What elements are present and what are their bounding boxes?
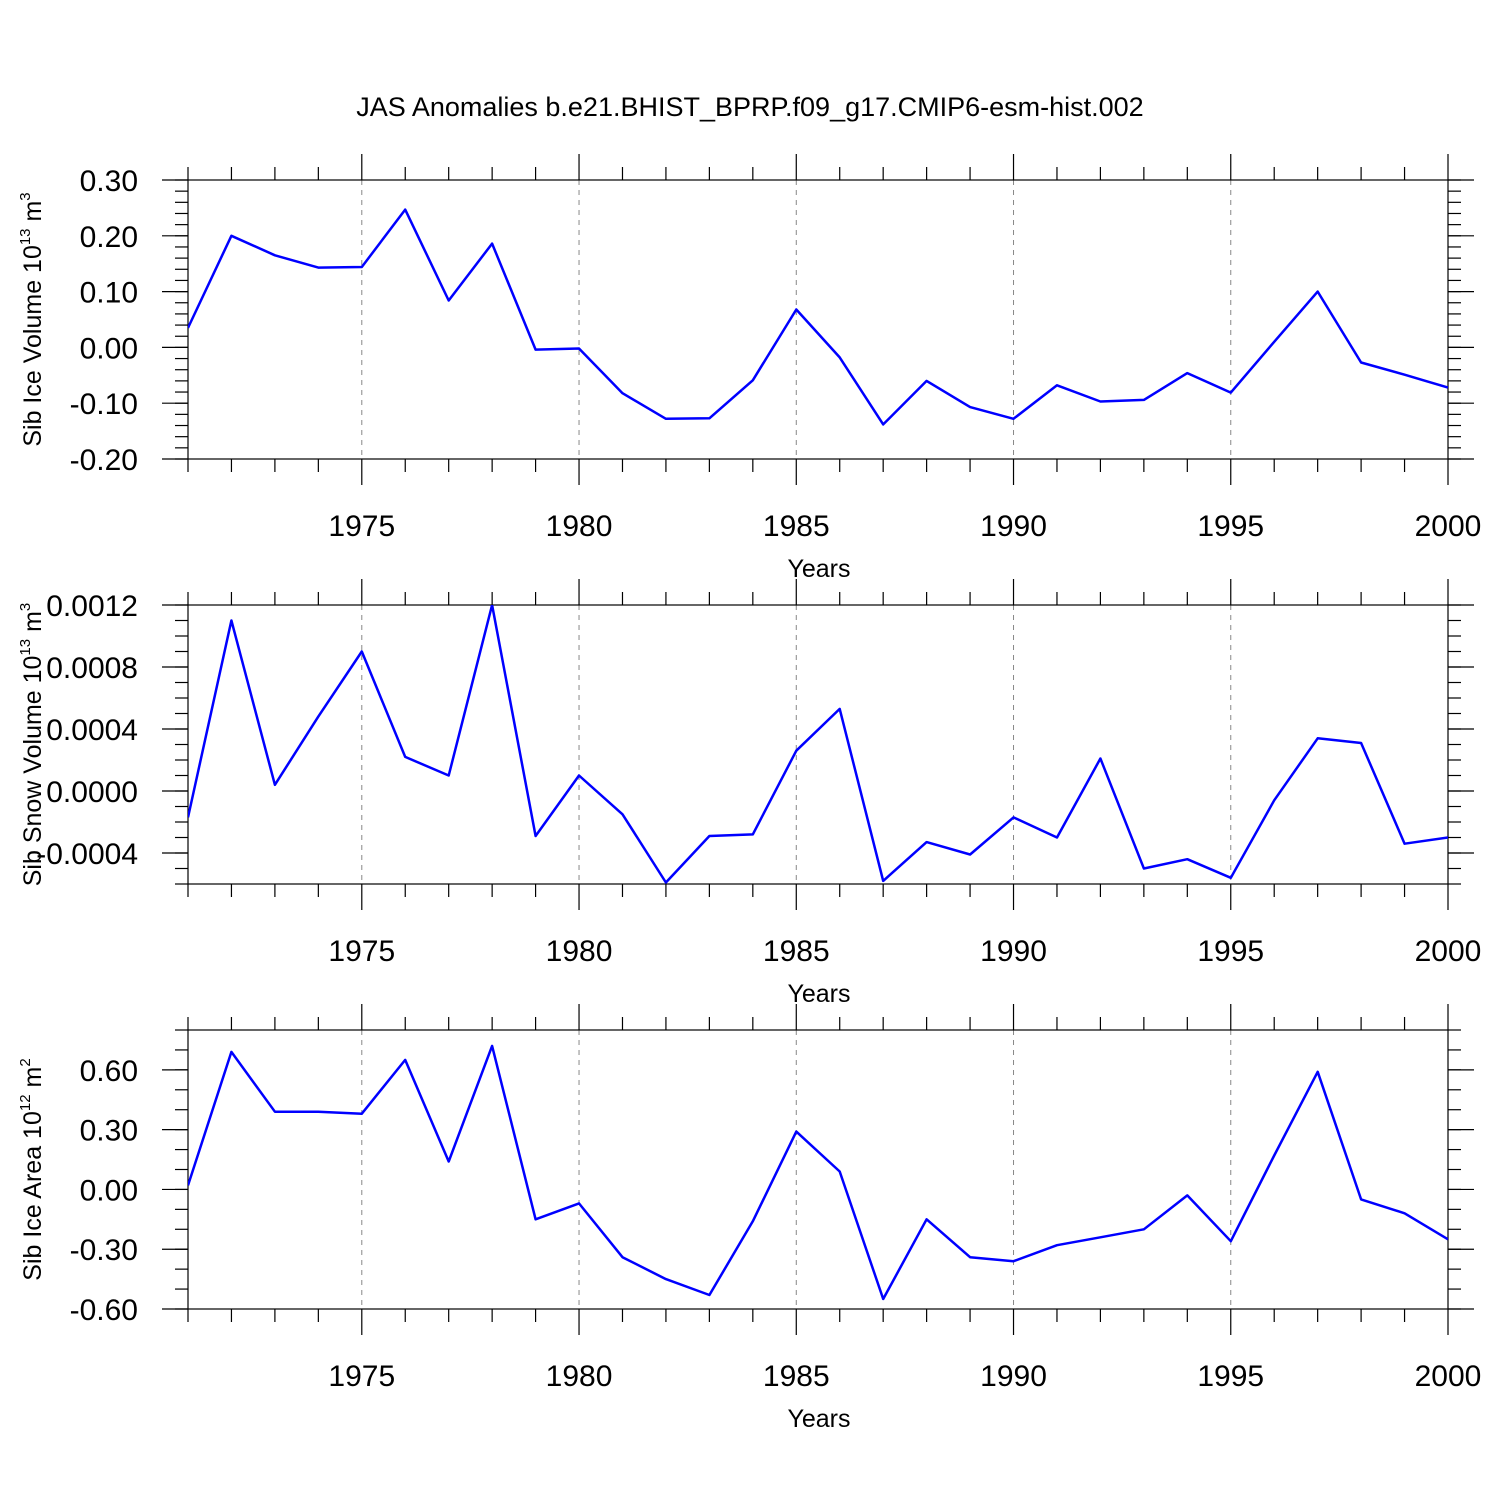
x-tick-label: 1975 — [328, 1360, 395, 1393]
y-tick-label: 0.20 — [80, 221, 138, 254]
chart-title: JAS Anomalies b.e21.BHIST_BPRP.f09_g17.C… — [356, 92, 1143, 122]
y-tick-label: 0.0000 — [46, 776, 138, 809]
series-line — [188, 208, 1448, 426]
y-tick-label: 0.30 — [80, 165, 138, 198]
x-tick-label: 1985 — [763, 1360, 830, 1393]
y-tick-label: 0.0012 — [46, 590, 138, 623]
x-tick-label: 1995 — [1197, 1360, 1264, 1393]
panel-3: 1975 1980 1985 1990 1995 2000 Years -0.60 -0.30 0… — [17, 1004, 1481, 1433]
y-tick-label: 0.60 — [80, 1055, 138, 1088]
x-tick-label: 2000 — [1415, 510, 1482, 543]
y-tick-label: 0.30 — [80, 1115, 138, 1148]
plot-frame — [187, 1029, 1449, 1310]
x-axis-label: Years — [787, 980, 850, 1008]
y-tick-label: -0.20 — [70, 444, 138, 477]
x-tick-label: 1985 — [763, 510, 830, 543]
x-axis-label: Years — [787, 1405, 850, 1433]
y-tick-label: -0.10 — [70, 388, 138, 421]
y-axis-label: Sib Ice Volume 1013 m3 — [17, 192, 47, 446]
y-tick-label: 0.0004 — [46, 714, 138, 747]
x-tick-label: 1980 — [546, 935, 613, 968]
x-tick-label: 1975 — [328, 935, 395, 968]
x-tick-label: 1990 — [980, 935, 1047, 968]
x-tick-label: 1980 — [546, 510, 613, 543]
x-tick-label: 1980 — [546, 1360, 613, 1393]
y-tick-label: -0.0004 — [36, 838, 138, 871]
plot-frame — [187, 179, 1449, 460]
y-tick-label: -0.60 — [70, 1294, 138, 1327]
y-axis-label: Sib Ice Area 1012 m2 — [17, 1058, 47, 1280]
panel-2: 1975 1980 1985 1990 1995 2000 Years -0.0004 0.00… — [17, 579, 1481, 1008]
plot-frame — [187, 604, 1449, 885]
y-tick-label: 0.10 — [80, 277, 138, 310]
x-tick-label: 2000 — [1415, 935, 1482, 968]
y-tick-label: 0.00 — [80, 332, 138, 365]
x-tick-label: 1975 — [328, 510, 395, 543]
x-tick-label: 1995 — [1197, 510, 1264, 543]
x-tick-label: 1995 — [1197, 935, 1264, 968]
panel-1: 1975 1980 1985 1990 1995 2000 Years -0.20 -0.10 0… — [17, 154, 1481, 583]
x-tick-label: 1985 — [763, 935, 830, 968]
x-axis-label: Years — [787, 555, 850, 583]
series-line — [188, 1044, 1448, 1301]
y-axis-label: Sib Snow Volume 1013 m3 — [17, 603, 47, 887]
x-tick-label: 2000 — [1415, 1360, 1482, 1393]
x-tick-label: 1990 — [980, 510, 1047, 543]
y-tick-label: 0.0008 — [46, 652, 138, 685]
series-line — [188, 605, 1448, 884]
x-tick-label: 1990 — [980, 1360, 1047, 1393]
y-tick-label: 0.00 — [80, 1174, 138, 1207]
y-tick-label: -0.30 — [70, 1234, 138, 1267]
